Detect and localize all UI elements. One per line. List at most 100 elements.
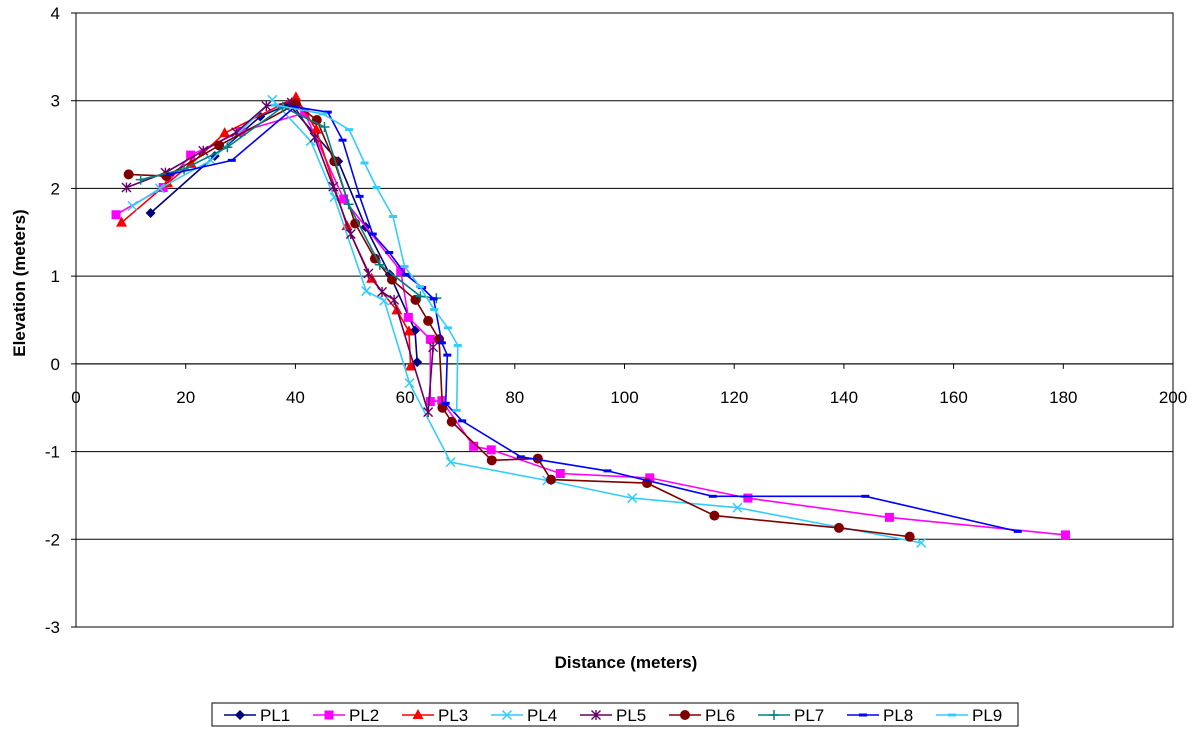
y-tick-label: 2 xyxy=(51,179,60,198)
x-tick-label: 140 xyxy=(830,388,858,407)
y-tick-label: -2 xyxy=(45,530,60,549)
data-point xyxy=(743,493,753,503)
y-axis-title: Elevation (meters) xyxy=(10,209,29,356)
legend-label: PL1 xyxy=(260,706,290,725)
series-line xyxy=(169,106,1018,533)
data-point xyxy=(400,264,409,268)
data-point xyxy=(389,214,398,218)
data-point xyxy=(412,357,423,368)
data-point xyxy=(227,158,236,162)
x-tick-labels: 0 20 40 60 80 100 120 140 160 180 200 xyxy=(71,363,1187,407)
data-point xyxy=(401,272,410,276)
y-tick-label: 3 xyxy=(51,92,60,111)
legend-marker xyxy=(948,713,956,717)
data-point xyxy=(379,295,390,306)
legend-marker xyxy=(235,710,245,720)
data-point xyxy=(709,510,720,521)
data-point xyxy=(185,157,197,168)
data-point xyxy=(360,161,369,165)
data-point xyxy=(309,132,320,143)
legend-marker xyxy=(680,710,690,720)
data-point xyxy=(443,353,452,357)
series-pl7 xyxy=(135,101,442,304)
data-point xyxy=(328,181,339,192)
data-point xyxy=(345,229,356,240)
data-point xyxy=(385,250,394,254)
data-point xyxy=(404,378,415,389)
legend-item-pl9: PL9 xyxy=(936,706,1002,725)
data-point xyxy=(486,445,496,455)
data-point xyxy=(372,186,381,190)
data-point xyxy=(386,274,397,285)
legend-label: PL7 xyxy=(794,706,824,725)
data-point xyxy=(323,110,332,114)
data-point xyxy=(271,103,280,107)
data-point xyxy=(423,315,434,326)
data-point xyxy=(300,108,310,118)
data-point xyxy=(458,419,467,423)
data-point xyxy=(127,200,138,212)
series-pl8 xyxy=(165,105,1022,533)
data-point xyxy=(555,469,565,478)
y-tick-label: 0 xyxy=(51,355,60,374)
data-point xyxy=(116,216,128,227)
data-point xyxy=(486,455,497,466)
data-point xyxy=(377,286,388,297)
y-tick-label: -1 xyxy=(45,443,60,462)
data-point xyxy=(425,334,435,344)
legend-item-pl8: PL8 xyxy=(847,706,913,725)
x-tick-label: 120 xyxy=(720,388,748,407)
legend-item-pl5: PL5 xyxy=(580,706,646,725)
data-point xyxy=(363,268,374,279)
data-point xyxy=(186,150,196,160)
legend-marker xyxy=(501,709,513,721)
data-point xyxy=(319,122,330,133)
data-point xyxy=(329,156,340,167)
legend-marker xyxy=(412,709,424,719)
legend-box xyxy=(211,702,1019,727)
data-point xyxy=(446,416,457,427)
x-tick-label: 40 xyxy=(286,388,305,407)
data-point xyxy=(338,138,347,142)
legend: PL1 PL2 PL3 PL4 PL5 PL6 PL7 PL8 PL9 xyxy=(211,702,1019,727)
data-point xyxy=(329,192,340,203)
data-point xyxy=(345,128,354,132)
plot-area-frame xyxy=(75,12,1174,628)
data-point xyxy=(343,199,354,210)
x-tick-label: 160 xyxy=(939,388,967,407)
data-point xyxy=(261,100,272,111)
legend-item-pl7: PL7 xyxy=(758,706,824,725)
data-point xyxy=(214,140,225,151)
data-point xyxy=(111,210,121,220)
legend-marker xyxy=(769,710,779,720)
x-tick-label: 60 xyxy=(396,388,415,407)
data-point xyxy=(222,142,233,153)
data-point xyxy=(708,494,717,498)
legend-label: PL8 xyxy=(883,706,913,725)
data-point xyxy=(403,312,413,322)
legend-marker xyxy=(324,710,334,720)
data-point xyxy=(405,360,417,371)
data-point xyxy=(162,177,174,188)
data-point xyxy=(415,291,426,302)
data-point xyxy=(121,182,132,193)
data-point xyxy=(355,194,364,198)
legend-label: PL6 xyxy=(705,706,735,725)
legend-label: PL4 xyxy=(527,706,557,725)
data-point xyxy=(318,112,327,116)
data-point xyxy=(374,259,385,270)
data-point xyxy=(428,342,439,353)
legend-label: PL9 xyxy=(972,706,1002,725)
series-line xyxy=(274,104,459,411)
data-point xyxy=(135,174,146,185)
data-point xyxy=(452,408,461,412)
data-point xyxy=(437,402,448,413)
data-point xyxy=(916,537,927,548)
data-point xyxy=(145,207,156,218)
data-point xyxy=(430,307,439,311)
y-tick-label: -3 xyxy=(45,618,60,637)
x-axis-title: Distance (meters) xyxy=(555,653,698,672)
data-point xyxy=(445,457,456,468)
